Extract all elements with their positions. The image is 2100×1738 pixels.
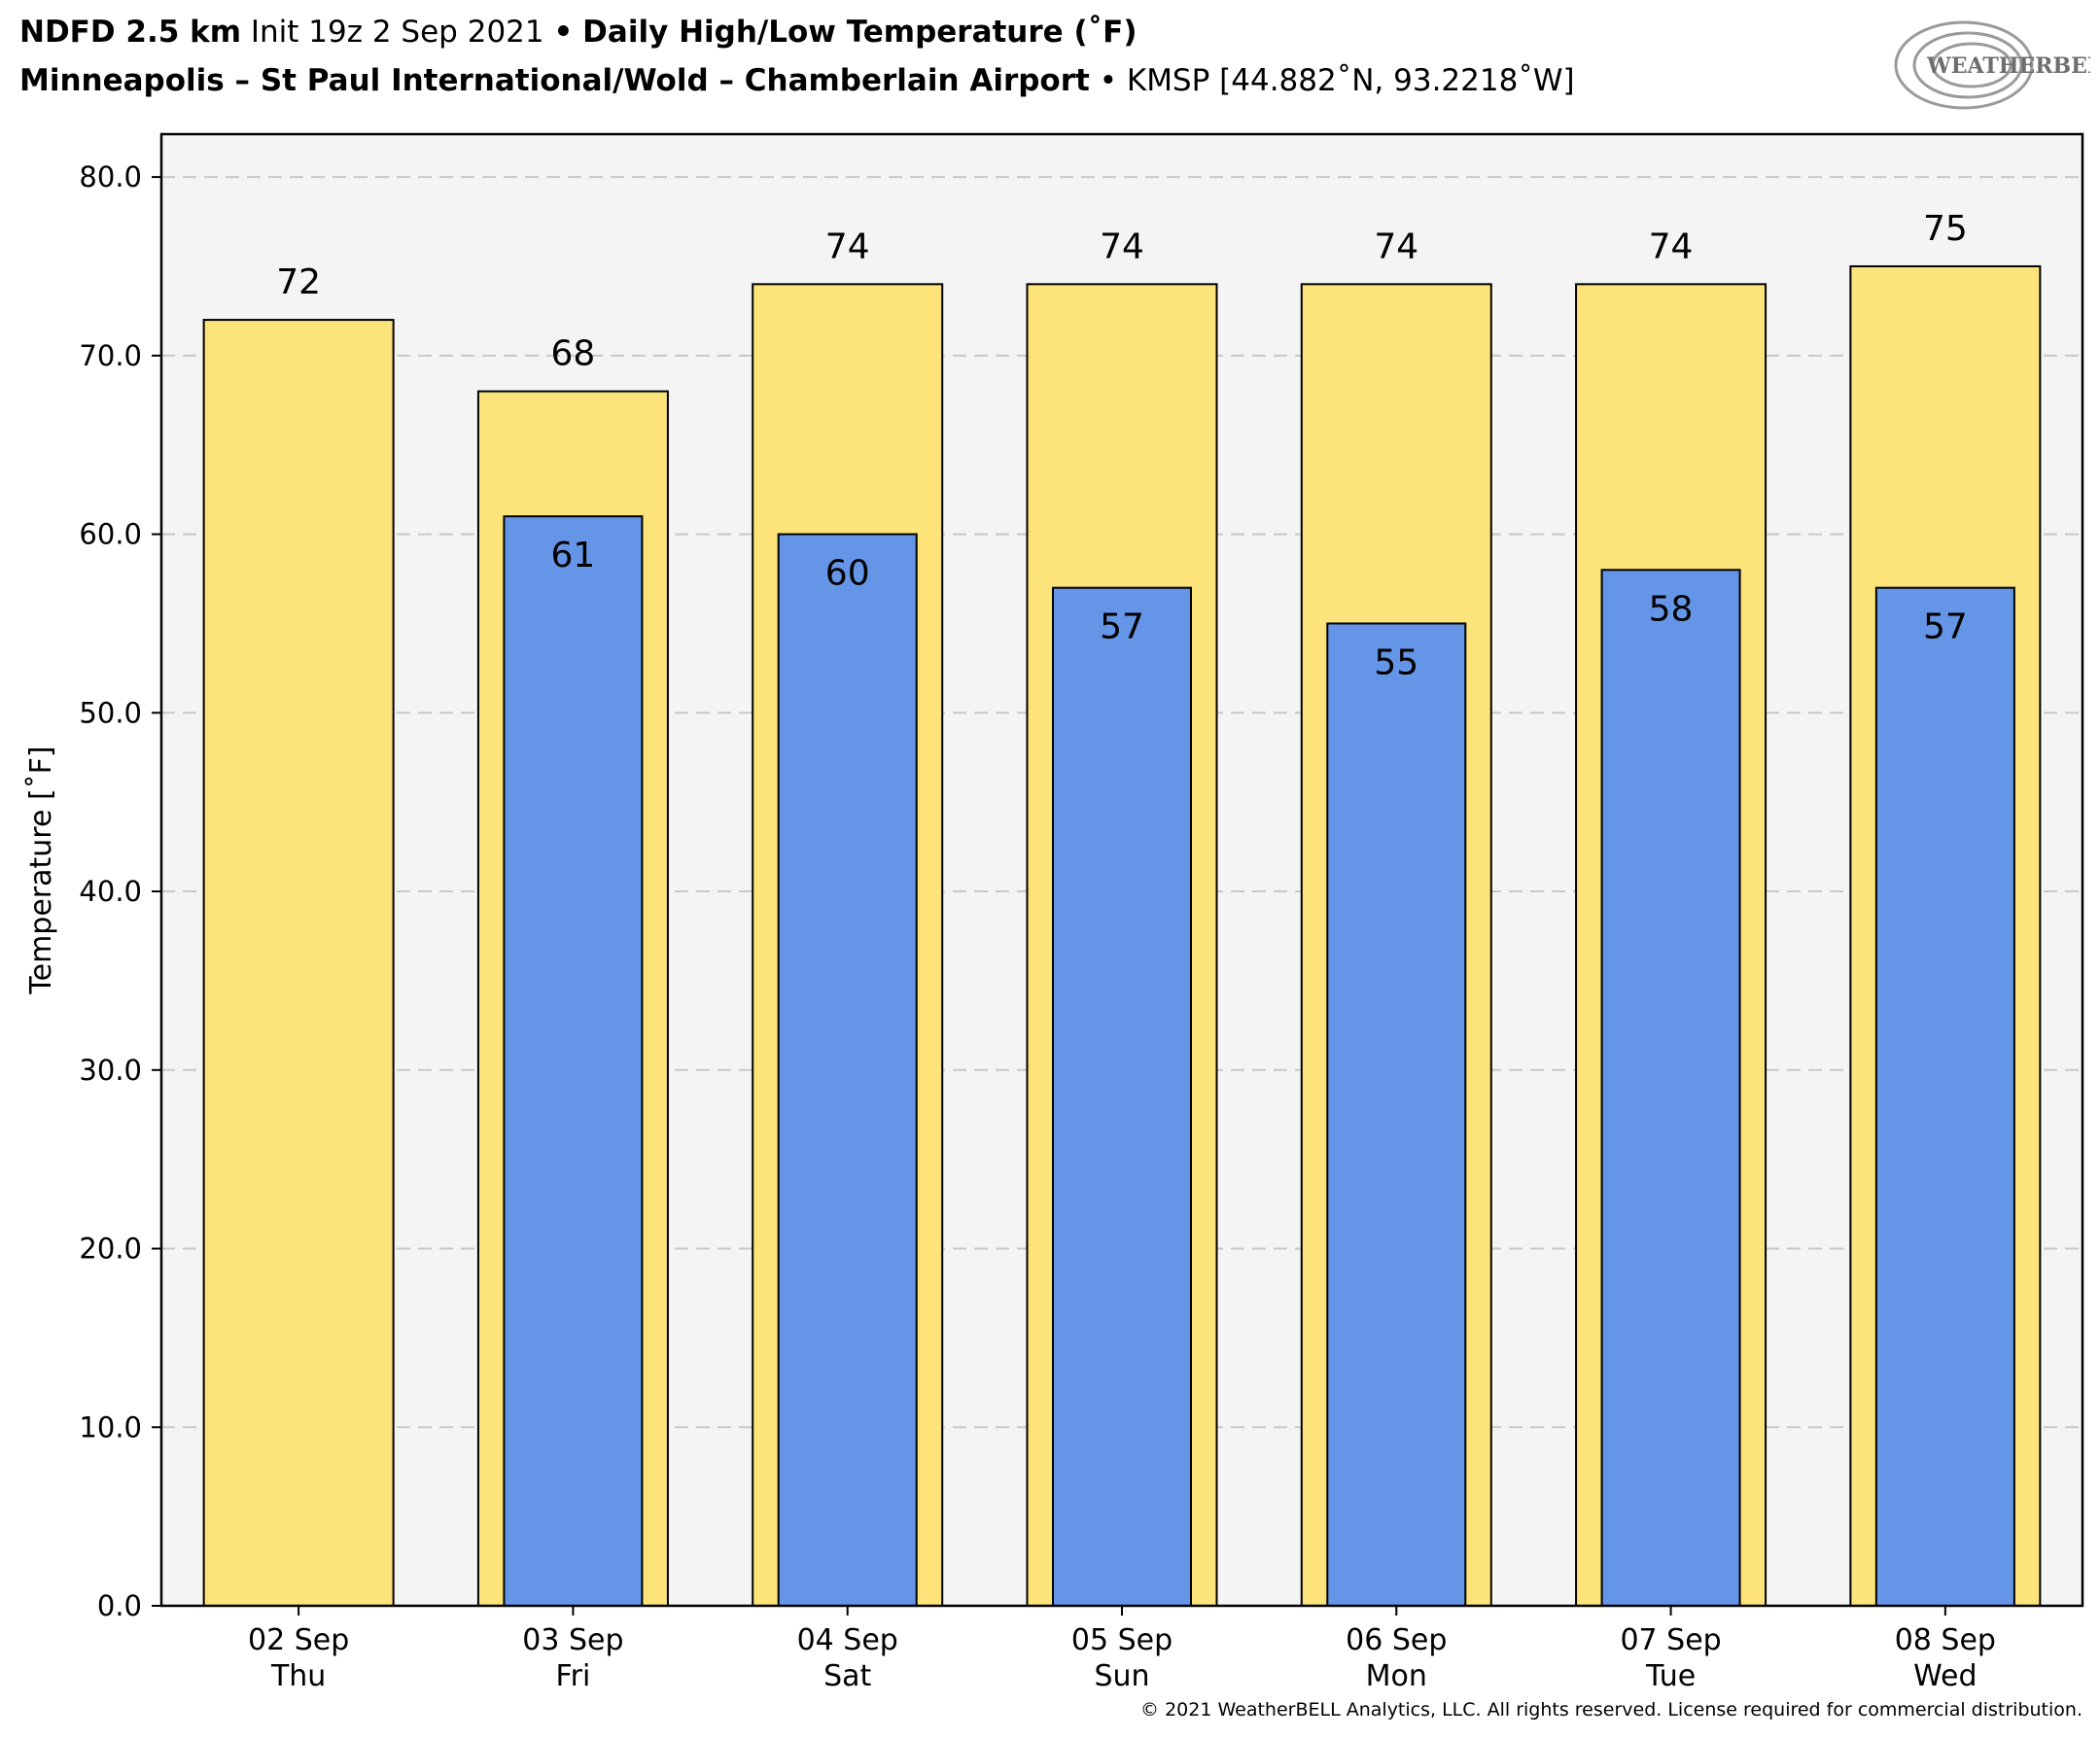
low-temp-bar xyxy=(1874,586,2015,1607)
low-temp-bar xyxy=(1052,586,1192,1607)
x-tick-sublabel: Sat xyxy=(823,1659,871,1693)
y-tick-label: 10.0 xyxy=(79,1410,142,1443)
x-tick-sublabel: Fri xyxy=(556,1659,591,1693)
y-tick-label: 0.0 xyxy=(97,1589,142,1622)
high-temp-label: 68 xyxy=(551,334,596,374)
logo-text: WEATHERBELL xyxy=(1926,53,2090,79)
high-temp-bar xyxy=(202,319,395,1607)
chart-header: NDFD 2.5 km Init 19z 2 Sep 2021 • Daily … xyxy=(19,8,1575,105)
y-tick-label: 30.0 xyxy=(79,1054,142,1087)
high-temp-label: 74 xyxy=(1649,226,1694,266)
low-temp-label: 58 xyxy=(1649,589,1694,629)
weatherbell-logo: WEATHERBELL xyxy=(1894,20,2090,110)
low-temp-bar xyxy=(503,515,644,1608)
y-tick-label: 50.0 xyxy=(79,696,142,729)
x-tick-sublabel: Sun xyxy=(1094,1659,1149,1693)
y-tick-label: 70.0 xyxy=(79,339,142,372)
plot-frame xyxy=(159,132,2084,1608)
low-temp-label: 61 xyxy=(551,536,596,575)
x-tick-sublabel: Wed xyxy=(1913,1659,1977,1693)
copyright-notice: © 2021 WeatherBELL Analytics, LLC. All r… xyxy=(1140,1699,2082,1721)
y-tick-label: 80.0 xyxy=(79,160,142,193)
separator-dot: • xyxy=(1099,63,1117,98)
station-name: Minneapolis – St Paul International/Wold… xyxy=(19,63,1090,98)
header-line-2: Minneapolis – St Paul International/Wold… xyxy=(19,56,1575,105)
x-tick-sublabel: Tue xyxy=(1645,1659,1696,1693)
x-tick-sublabel: Thu xyxy=(270,1659,326,1693)
separator-dot: • xyxy=(553,15,574,50)
low-temp-bar xyxy=(1326,622,1467,1607)
x-tick-sublabel: Mon xyxy=(1366,1659,1427,1693)
low-temp-label: 55 xyxy=(1374,643,1418,682)
x-tick-label: 07 Sep xyxy=(1620,1623,1721,1657)
header-line-1: NDFD 2.5 km Init 19z 2 Sep 2021 • Daily … xyxy=(19,8,1575,56)
y-tick-label: 60.0 xyxy=(79,518,142,551)
x-tick-label: 04 Sep xyxy=(797,1623,898,1657)
low-temp-bar xyxy=(1600,569,1741,1607)
model-name: NDFD 2.5 km xyxy=(19,15,242,50)
high-temp-label: 74 xyxy=(1374,226,1418,266)
init-time: Init 19z 2 Sep 2021 xyxy=(250,15,544,50)
y-axis-label: Temperature [˚F] xyxy=(24,746,58,994)
low-temp-bar xyxy=(777,533,918,1607)
high-temp-label: 74 xyxy=(1100,226,1144,266)
y-tick-label: 20.0 xyxy=(79,1233,142,1266)
high-temp-label: 72 xyxy=(276,262,321,302)
high-temp-label: 75 xyxy=(1923,209,1968,249)
x-tick-label: 03 Sep xyxy=(522,1623,623,1657)
x-tick-label: 05 Sep xyxy=(1071,1623,1172,1657)
low-temp-label: 57 xyxy=(1100,608,1144,647)
x-tick-label: 02 Sep xyxy=(248,1623,349,1657)
low-temp-label: 57 xyxy=(1923,608,1968,647)
y-tick-label: 40.0 xyxy=(79,875,142,908)
x-tick-label: 08 Sep xyxy=(1895,1623,1996,1657)
high-temp-label: 74 xyxy=(825,226,870,266)
chart-title: Daily High/Low Temperature (˚F) xyxy=(582,15,1138,50)
station-coordinates: KMSP [44.882˚N, 93.2218˚W] xyxy=(1126,63,1575,98)
low-temp-label: 60 xyxy=(825,554,870,594)
x-tick-label: 06 Sep xyxy=(1346,1623,1447,1657)
